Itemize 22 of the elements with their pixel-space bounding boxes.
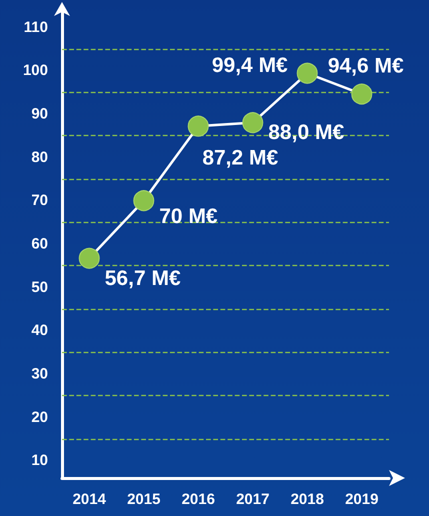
y-tick-label: 110 (24, 18, 48, 36)
y-tick-label: 40 (31, 322, 48, 340)
text: 99,4 M€ (212, 54, 288, 77)
y-tick-label: 20 (31, 408, 48, 426)
y-tick-label: 100 (22, 62, 48, 80)
x-tick-label: 2018 (290, 491, 324, 508)
x-tick-label: 2019 (345, 491, 378, 508)
y-tick-label: 60 (31, 236, 48, 252)
text: 94,6 M€ (328, 54, 404, 78)
text: 56,7 M€ (104, 266, 181, 290)
x-tick-label: 2017 (236, 491, 270, 508)
y-tick-label: 90 (31, 106, 48, 122)
text: 88,0 M€ (268, 121, 344, 144)
y-tick-label: 80 (31, 148, 48, 166)
x-tick-label: 2014 (72, 491, 107, 508)
y-tick-label: 10 (31, 452, 48, 470)
x-tick-label: 2015 (127, 491, 160, 508)
text: 87,2 M€ (202, 146, 278, 170)
y-tick-label: 70 (31, 192, 48, 210)
y-tick-label: 30 (31, 366, 48, 382)
x-tick-label: 2016 (182, 491, 215, 508)
y-tick-label: 50 (31, 278, 48, 296)
